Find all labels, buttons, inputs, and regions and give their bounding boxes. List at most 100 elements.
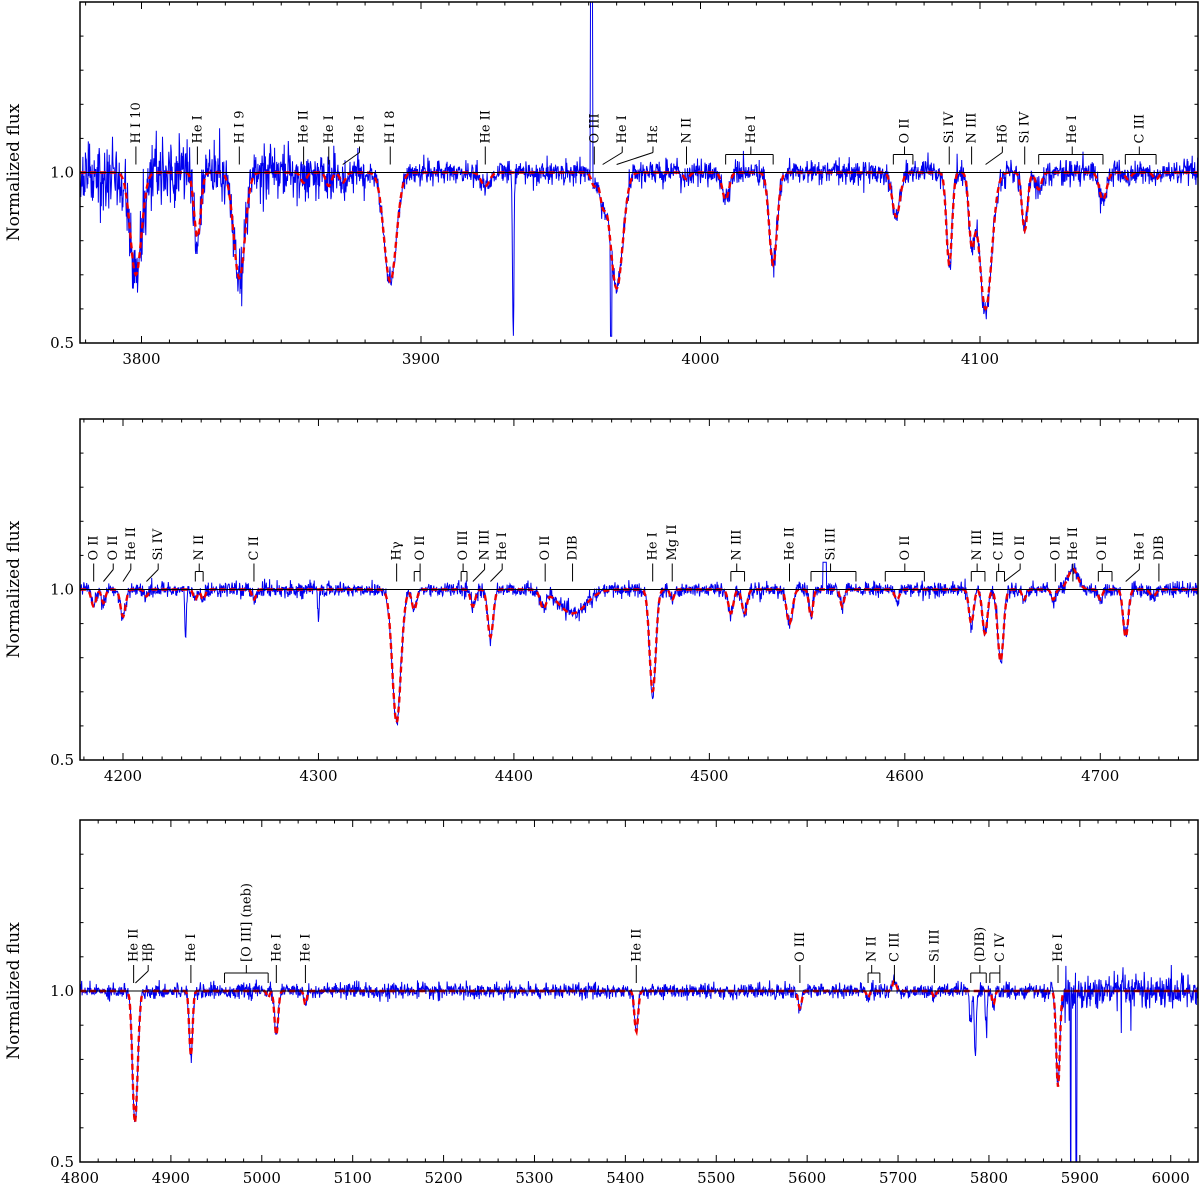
- line-id-label: Hγ: [390, 541, 405, 560]
- line-id-label: O II: [87, 535, 102, 560]
- line-id-label: He II: [124, 527, 139, 560]
- line-id-marker: O III: [587, 113, 602, 165]
- line-id-marker: O II: [1004, 535, 1028, 582]
- line-id-marker: C III: [1124, 114, 1157, 165]
- line-id-label: O III: [587, 113, 602, 143]
- y-axis-label: Normalized flux: [4, 520, 24, 658]
- line-id-marker: N III: [970, 530, 986, 582]
- line-id-marker: He I: [1038, 115, 1104, 165]
- line-id-label: He I: [269, 934, 284, 962]
- line-id-label: He I: [646, 532, 661, 560]
- line-id-marker: O II: [413, 535, 428, 582]
- line-id-marker: N III: [730, 530, 746, 582]
- line-id-label: [O III] (neb): [239, 883, 254, 962]
- y-tick-label: 0.5: [50, 1153, 74, 1171]
- x-tick-label: 5800: [970, 1169, 1008, 1187]
- line-id-marker: Si IV: [1018, 111, 1033, 165]
- line-id-label: He I: [1065, 115, 1080, 143]
- line-id-label: He I: [298, 934, 313, 962]
- x-tick-label: 3900: [402, 350, 440, 368]
- line-id-marker: O II: [87, 535, 102, 582]
- model-spectrum-line: [80, 979, 1198, 1123]
- x-tick-label: 4400: [495, 767, 533, 785]
- line-id-marker: He II: [297, 110, 312, 165]
- line-id-marker: He II: [122, 527, 139, 582]
- line-id-label: O II: [1013, 535, 1028, 560]
- spectrum-panel-top: 3800 3900 4000 4100 0.5 1.0 Normalized flux H I…: [4, 1, 1199, 368]
- observed-spectrum-line: [80, 964, 1198, 1162]
- line-id-marker: He I: [602, 115, 630, 165]
- line-id-marker: H I 9: [232, 110, 247, 165]
- line-id-label: N III: [478, 530, 493, 561]
- y-tick-label: 1.0: [50, 982, 74, 1000]
- line-id-marker: He I: [184, 934, 199, 983]
- spectrum-panel-bottom: 4800 4900 5000 5100 5200 5300 5400 5500 5600 5700…: [4, 819, 1199, 1187]
- line-id-label: N II: [865, 936, 880, 962]
- line-id-marker: O III: [793, 932, 808, 983]
- x-tick-label: 5200: [424, 1169, 462, 1187]
- line-id-label: He II: [478, 110, 493, 143]
- x-tick-label: 5000: [243, 1169, 281, 1187]
- line-id-marker: C II: [247, 536, 262, 582]
- line-id-marker: He I: [1125, 532, 1147, 582]
- line-id-marker: N II: [865, 936, 881, 983]
- line-id-marker: C IV: [989, 933, 1008, 983]
- line-id-label: C IV: [993, 933, 1008, 962]
- line-id-label: O II: [106, 535, 121, 560]
- line-id-label: Si IV: [151, 528, 166, 560]
- line-id-label: N II: [680, 118, 695, 144]
- line-id-label: He I: [1132, 532, 1147, 560]
- line-id-label: DIB: [1152, 535, 1167, 560]
- observed-spectrum-line: [80, 561, 1198, 726]
- observed-spectrum-line: [80, 2, 1198, 337]
- line-id-marker: Hβ: [135, 943, 156, 984]
- x-tick-label: 6000: [1152, 1169, 1190, 1187]
- line-id-marker: He I: [1051, 934, 1066, 983]
- line-id-label: N III: [965, 113, 980, 144]
- line-id-label: He I: [190, 115, 205, 143]
- line-id-label: H I 9: [232, 110, 247, 143]
- line-id-label: O II: [413, 535, 428, 560]
- line-id-label: O II: [898, 118, 913, 143]
- y-tick-label: 1.0: [50, 164, 74, 182]
- line-id-marker: He II: [783, 527, 798, 582]
- line-id-label: He II: [783, 527, 798, 560]
- line-id-label: Hβ: [141, 943, 156, 962]
- y-tick-label: 0.5: [50, 334, 74, 352]
- line-id-marker: He I: [342, 115, 368, 165]
- x-tick-label: 4800: [61, 1169, 99, 1187]
- x-tick-label: 4700: [1081, 767, 1119, 785]
- line-id-marker: O II: [103, 535, 121, 582]
- line-id-marker: O II: [538, 535, 553, 582]
- line-id-marker: He I: [725, 115, 774, 165]
- line-id-marker: He I: [269, 934, 284, 983]
- x-tick-label: 5300: [515, 1169, 553, 1187]
- line-id-marker: C III: [887, 933, 902, 983]
- line-id-label: Si IV: [942, 111, 957, 143]
- y-tick-label: 1.0: [50, 581, 74, 599]
- y-tick-label: 0.5: [50, 751, 74, 769]
- x-tick-label: 4300: [299, 767, 337, 785]
- line-id-label: N III: [970, 530, 985, 561]
- x-tick-label: 5600: [788, 1169, 826, 1187]
- x-tick-label: 5400: [606, 1169, 644, 1187]
- x-tick-label: 4500: [690, 767, 728, 785]
- spectrum-panel-middle: 4200 4300 4400 4500 4600 4700 0.5 1.0 Normalized…: [4, 418, 1199, 785]
- line-id-marker: [O III] (neb): [224, 883, 269, 983]
- line-id-marker: N II: [680, 118, 695, 165]
- line-id-marker: DIB: [1152, 535, 1167, 582]
- line-id-marker: H I 10: [129, 102, 144, 165]
- line-id-marker: Si III: [927, 929, 942, 983]
- x-tick-label: 4100: [961, 350, 999, 368]
- model-spectrum-line: [80, 171, 1198, 312]
- line-id-label: C II: [247, 536, 262, 560]
- x-tick-label: 3800: [122, 350, 160, 368]
- line-id-marker: Si III: [810, 528, 857, 582]
- line-id-marker: N III: [965, 113, 980, 165]
- line-id-label: Si III: [927, 929, 942, 962]
- line-id-marker: N II: [192, 535, 207, 582]
- line-id-marker: Hε: [616, 125, 661, 165]
- line-id-marker: Si IV: [942, 111, 957, 165]
- line-id-marker: He II: [629, 929, 644, 983]
- line-id-marker: O II: [1095, 535, 1113, 582]
